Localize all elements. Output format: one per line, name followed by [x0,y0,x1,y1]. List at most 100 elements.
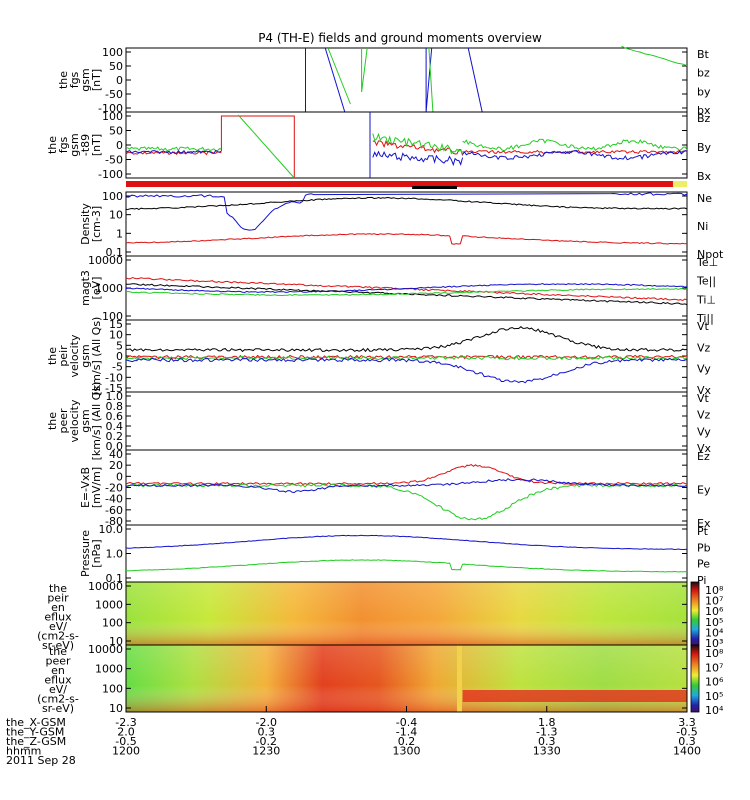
colorbar-tick-label: 10⁴ [705,704,724,717]
y-tick-label: 20 [109,459,123,472]
y-tick-label: -80 [105,515,123,528]
y-tick-label: 100 [102,310,123,323]
x-tick-label: -0.2 [256,735,277,748]
trace-bz [372,140,464,156]
y-axis-label-line: [mV/m] [90,467,103,508]
y-axis-label: magt3[eV] [79,270,103,306]
y-axis-label-line: sr-eV) [42,639,74,652]
trace-bx [125,149,222,155]
x-axis-row-label: the_Y-GSM [6,726,64,739]
legend-bz: bz [697,67,710,80]
y-axis-label-line: eflux [44,611,72,624]
legend-Vt: Vt [697,392,710,405]
x-axis-date: 2011 Sep 28 [6,754,76,767]
y-tick-label: 5 [116,339,123,352]
y-tick-label: 10000 [88,580,123,593]
y-tick-label: -100 [98,102,123,115]
colorbar-tick-label: 10⁷ [705,661,723,674]
x-axis-row-label: hhmm [6,745,41,758]
legend-Ti||: Ti|| [696,312,714,325]
colorbar-tick-label: 10⁷ [705,595,723,608]
y-tick-label: 1000 [95,598,123,611]
trace-bz [220,115,295,178]
time-axis: the_X-GSM -2.3 -2.0 -0.4 1.8 3.3 the_Y-GSM 2.0 0… [6,706,701,767]
x-axis-row-label: the_Z-GSM [6,735,66,748]
y-tick-label: -50 [105,88,123,101]
y-tick-label: 10.0 [99,523,124,536]
x-tick-label: -0.5 [676,726,697,739]
legend-Vx: Vx [697,384,712,397]
y-tick-label: 0.1 [106,572,124,585]
y-axis-label-line: en [51,664,65,677]
y-axis-label-line: the [46,347,59,365]
legend-Pt: Pt [697,525,709,538]
panel-frame [125,47,688,113]
trace-ne [125,233,688,245]
y-axis-label-line: peer [57,408,70,434]
x-tick-label: 1.8 [538,716,556,729]
legend-Vy: Vy [697,363,711,376]
y-tick-label: 10 [109,635,123,648]
y-tick-label: 1.0 [106,390,124,403]
trace-ex [125,478,688,494]
y-axis-label-line: the [46,412,59,430]
y-tick-label: -40 [105,493,123,506]
panel-frame [125,524,688,583]
x-axis-row-label: the_X-GSM [6,716,66,729]
trace-bz [324,47,346,113]
panel-frame [125,191,688,257]
legend-Ex: Ex [697,517,711,530]
x-tick-label: 2.0 [117,726,135,739]
y-tick-label: -60 [105,504,123,517]
legend-Pb: Pb [697,541,711,554]
x-tick-label: 0.2 [398,735,416,748]
y-axis-label-line: fgs [57,136,70,153]
y-tick-label: 1.0 [106,548,124,561]
data-gap-band [456,645,462,712]
x-tick-label: 0.3 [538,735,556,748]
y-axis-label-line: gsm [68,133,81,156]
trace-by [621,45,688,67]
y-axis-label-line: [km/s] (All Qs) [90,382,103,461]
y-axis-label-line: the [49,582,67,595]
panel-peer_velocity: 1.00.80.60.40.20.0thepeervelocitygsm[km/… [46,382,712,461]
panel-frame [125,449,688,526]
colorbar-tick-label: 10⁸ [705,647,724,660]
spectrogram-shading [126,582,687,645]
y-tick-label: 1000 [95,663,123,676]
trace-vt [125,326,688,353]
x-tick-label: -1.4 [396,726,417,739]
legend-Ez: Ez [697,450,710,463]
y-axis-label-line: [nT] [90,69,103,91]
trace-ni [125,196,688,210]
y-tick-label: 0.6 [106,410,124,423]
legend-Ey: Ey [697,484,711,497]
y-axis-label-line: the [49,645,67,658]
y-tick-label: 0.0 [106,440,124,453]
y-axis-label-line: fgs [68,71,81,88]
y-tick-label: 0.1 [106,246,124,259]
legend-Vy: Vy [697,425,711,438]
trace-te-par [126,283,688,306]
y-tick-label: 50 [109,60,123,73]
legend-Bt: Bt [697,48,710,61]
y-axis-label-line: velocity [68,334,81,377]
x-tick-label: 1400 [673,745,701,758]
x-tick-label: -1.3 [536,726,557,739]
y-tick-label: 100 [102,617,123,630]
y-axis-label-line: [km/s] (All Qs) [90,317,103,396]
trace-bx [372,150,464,167]
x-tick-label: 1200 [112,745,140,758]
y-tick-label: 50 [109,125,123,138]
legend-Bz: Bz [697,112,711,125]
legend-Ti⊥: Ti⊥ [696,293,716,306]
panel-frame [125,391,688,451]
